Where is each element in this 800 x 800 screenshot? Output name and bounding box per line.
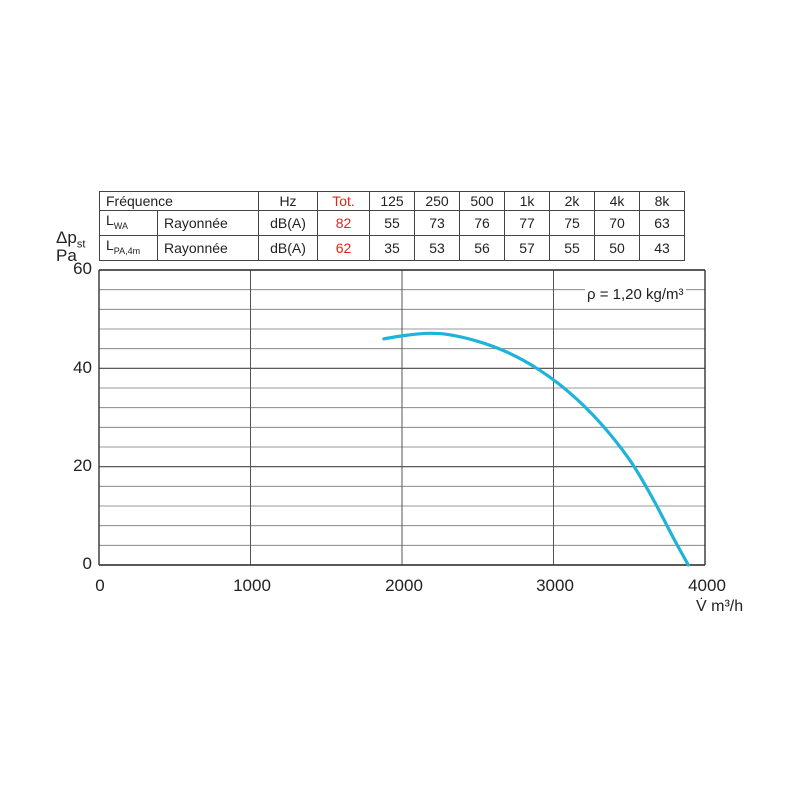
cell-value: 55 xyxy=(549,234,595,261)
header-frequency: Fréquence xyxy=(99,191,259,211)
table-header-row: Fréquence Hz Tot. 125 250 500 1k 2k 4k 8… xyxy=(99,191,685,211)
y-tick-label: 20 xyxy=(73,456,92,475)
cell-value: 53 xyxy=(414,234,460,261)
y-tick-label: 40 xyxy=(73,358,92,377)
y-tick-label: 0 xyxy=(82,554,92,573)
header-1k: 1k xyxy=(504,191,550,211)
row-type: Rayonnée xyxy=(157,234,259,261)
table-row-lpa: LPA,4m Rayonnée dB(A) 62 35 53 56 57 55 … xyxy=(99,234,685,261)
cell-value: 76 xyxy=(459,210,505,236)
y-axis-label: Δpst xyxy=(56,228,86,251)
row-label-lpa: LPA,4m xyxy=(99,234,158,261)
x-tick-label: 4000 xyxy=(688,576,726,595)
sound-level-table: Fréquence Hz Tot. 125 250 500 1k 2k 4k 8… xyxy=(99,191,685,261)
y-axis-unit: Pa xyxy=(56,246,77,265)
grid xyxy=(98,269,706,566)
series-line xyxy=(382,331,690,567)
header-125: 125 xyxy=(369,191,415,211)
cell-value: 77 xyxy=(504,210,550,236)
x-tick-label: 3000 xyxy=(536,576,574,595)
header-2k: 2k xyxy=(549,191,595,211)
x-tick-label: 1000 xyxy=(233,576,271,595)
header-8k: 8k xyxy=(639,191,685,211)
header-tot: Tot. xyxy=(317,191,370,211)
density-annotation: ρ = 1,20 kg/m³ xyxy=(585,286,686,303)
header-250: 250 xyxy=(414,191,460,211)
cell-value: 73 xyxy=(414,210,460,236)
x-tick-label: 0 xyxy=(95,576,105,595)
header-500: 500 xyxy=(459,191,505,211)
table-row-lwa: LWA Rayonnée dB(A) 82 55 73 76 77 75 70 … xyxy=(99,210,685,236)
cell-value: 50 xyxy=(594,234,640,261)
cell-value: 43 xyxy=(639,234,685,261)
cell-value: 35 xyxy=(369,234,415,261)
row-type: Rayonnée xyxy=(157,210,259,236)
y-tick-label: 60 xyxy=(73,259,92,278)
x-axis-label: V̇ m³/h xyxy=(696,598,744,615)
cell-value: 75 xyxy=(549,210,595,236)
row-unit: dB(A) xyxy=(258,210,318,236)
x-tick-label: 2000 xyxy=(385,576,423,595)
